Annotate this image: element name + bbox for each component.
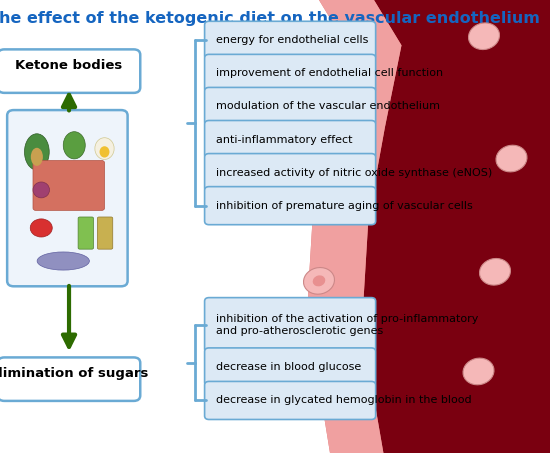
Polygon shape (308, 0, 550, 453)
Text: increased activity of nitric oxide synthase (eNOS): increased activity of nitric oxide synth… (216, 168, 492, 178)
Ellipse shape (315, 381, 345, 407)
Ellipse shape (317, 46, 348, 72)
Ellipse shape (309, 159, 340, 185)
Text: Ketone bodies: Ketone bodies (15, 59, 123, 72)
Text: modulation of the vascular endothelium: modulation of the vascular endothelium (216, 101, 439, 111)
FancyBboxPatch shape (0, 49, 140, 93)
Text: Elimination of sugars: Elimination of sugars (0, 367, 148, 380)
FancyBboxPatch shape (33, 160, 104, 210)
Ellipse shape (324, 389, 336, 400)
FancyBboxPatch shape (7, 110, 128, 286)
Text: anti-inflammatory effect: anti-inflammatory effect (216, 135, 352, 145)
Text: energy for endothelial cells: energy for endothelial cells (216, 35, 368, 45)
Ellipse shape (100, 146, 109, 158)
Ellipse shape (25, 134, 50, 170)
Ellipse shape (469, 23, 499, 49)
FancyBboxPatch shape (0, 357, 140, 401)
Text: improvement of endothelial cell function: improvement of endothelial cell function (216, 68, 443, 78)
Ellipse shape (327, 53, 339, 64)
FancyBboxPatch shape (205, 21, 376, 59)
FancyBboxPatch shape (205, 120, 376, 159)
Text: The effect of the ketogenic diet on the vascular endothelium: The effect of the ketogenic diet on the … (0, 11, 540, 26)
FancyBboxPatch shape (205, 87, 376, 125)
FancyBboxPatch shape (97, 217, 113, 249)
FancyBboxPatch shape (205, 348, 376, 386)
Ellipse shape (31, 148, 43, 166)
Ellipse shape (463, 358, 494, 385)
Polygon shape (363, 0, 550, 453)
Ellipse shape (63, 132, 85, 159)
Text: decrease in blood glucose: decrease in blood glucose (216, 362, 361, 372)
FancyBboxPatch shape (78, 217, 94, 249)
FancyBboxPatch shape (205, 381, 376, 419)
Text: inhibition of the activation of pro-inflammatory
and pro-atherosclerotic genes: inhibition of the activation of pro-infl… (216, 314, 478, 336)
Ellipse shape (30, 219, 52, 237)
FancyBboxPatch shape (205, 154, 376, 192)
Ellipse shape (304, 268, 334, 294)
Text: decrease in glycated hemoglobin in the blood: decrease in glycated hemoglobin in the b… (216, 395, 471, 405)
FancyBboxPatch shape (205, 298, 376, 352)
Text: inhibition of premature aging of vascular cells: inhibition of premature aging of vascula… (216, 201, 472, 211)
Ellipse shape (37, 252, 89, 270)
FancyBboxPatch shape (205, 54, 376, 92)
Ellipse shape (95, 138, 114, 159)
FancyBboxPatch shape (205, 187, 376, 225)
Ellipse shape (33, 182, 50, 198)
Ellipse shape (480, 259, 510, 285)
Ellipse shape (496, 145, 527, 172)
Ellipse shape (318, 167, 331, 178)
Ellipse shape (313, 275, 325, 286)
Polygon shape (308, 0, 402, 453)
